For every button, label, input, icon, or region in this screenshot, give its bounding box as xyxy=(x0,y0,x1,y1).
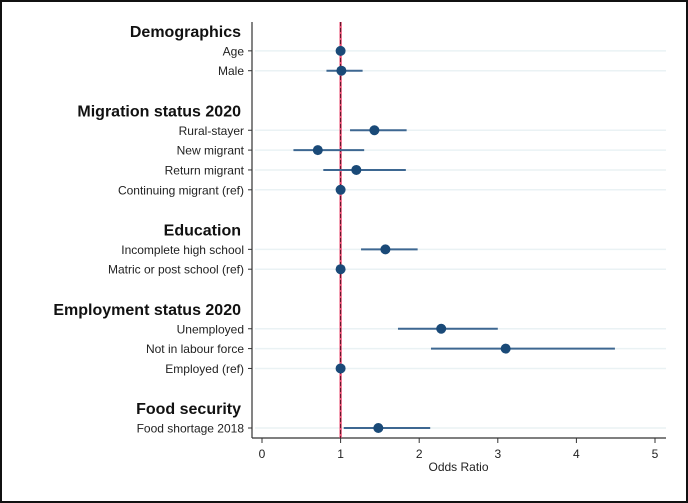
point-estimate xyxy=(351,164,362,175)
point-estimate xyxy=(335,45,346,56)
group-header: Food security xyxy=(136,401,241,418)
row-label: Not in labour force xyxy=(146,342,244,356)
point-estimate xyxy=(312,145,323,156)
x-axis-title: Odds Ratio xyxy=(428,460,488,474)
row-label: Food shortage 2018 xyxy=(137,422,245,436)
point-estimate xyxy=(335,184,346,195)
x-tick-label: 1 xyxy=(337,447,344,461)
row-label: Employed (ref) xyxy=(165,362,244,376)
point-estimate xyxy=(500,343,511,354)
row-label: Return migrant xyxy=(165,163,245,177)
point-estimate xyxy=(436,323,447,334)
x-tick-label: 0 xyxy=(259,447,266,461)
row-label: Rural-stayer xyxy=(179,124,244,138)
group-header: Education xyxy=(164,223,241,240)
row-label: New migrant xyxy=(177,144,245,158)
row-label: Age xyxy=(223,44,245,58)
x-tick-label: 3 xyxy=(494,447,501,461)
row-label: Incomplete high school xyxy=(121,243,244,257)
row-label: Continuing migrant (ref) xyxy=(118,183,244,197)
point-estimate xyxy=(373,423,384,433)
point-estimate xyxy=(369,125,380,136)
x-tick-label: 2 xyxy=(416,447,423,461)
row-label: Male xyxy=(218,64,244,78)
point-estimate xyxy=(335,363,346,374)
x-tick-label: 4 xyxy=(573,447,580,461)
row-label: Unemployed xyxy=(177,322,244,336)
point-estimate xyxy=(380,244,391,255)
group-header: Demographics xyxy=(130,24,241,41)
group-header: Migration status 2020 xyxy=(77,103,241,120)
point-estimate xyxy=(336,65,347,76)
point-estimate xyxy=(335,264,346,275)
x-tick-label: 5 xyxy=(652,447,659,461)
row-label: Matric or post school (ref) xyxy=(108,263,244,277)
group-header: Employment status 2020 xyxy=(53,302,241,319)
